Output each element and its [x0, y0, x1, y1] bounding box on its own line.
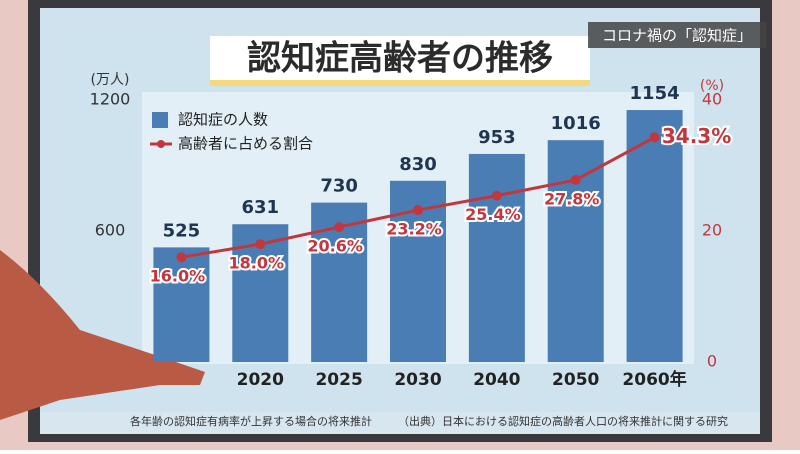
- footnote-band: [40, 412, 760, 434]
- x-tick-label: 2060年: [622, 369, 686, 390]
- y2-tick-label: 20: [702, 221, 722, 240]
- y-axis-label: (万人): [91, 72, 130, 88]
- line-value-label: 18.0%: [229, 254, 285, 273]
- footnote: 各年齢の認知症有病率が上昇する場合の将来推計: [130, 414, 372, 428]
- bar: [468, 153, 525, 362]
- bar-value-label: 631: [241, 197, 279, 218]
- bar-value-label: 1154: [630, 83, 680, 104]
- bar-value-label: 1016: [551, 113, 601, 134]
- x-tick-label: 2020: [237, 370, 284, 390]
- y2-tick-label: 0: [707, 352, 717, 371]
- y-tick-label: 1200: [90, 90, 131, 109]
- caption-box: [588, 22, 766, 48]
- x-tick-label: 2030: [394, 370, 441, 390]
- legend-label: 認知症の人数: [178, 111, 268, 129]
- caption: コロナ禍の「認知症」: [602, 27, 752, 45]
- line-point: [649, 132, 660, 143]
- line-point: [255, 239, 266, 250]
- title-underline: [210, 80, 590, 86]
- line-point: [176, 252, 187, 263]
- line-value-label: 25.4%: [465, 205, 521, 224]
- y2-axis-label: (%): [700, 78, 724, 94]
- bar-value-label: 730: [320, 176, 358, 197]
- legend-swatch: [152, 112, 168, 128]
- line-value-label: 27.8%: [544, 189, 600, 208]
- bar: [153, 247, 210, 362]
- y2-tick-label: 40: [702, 90, 722, 109]
- line-value-label: 23.2%: [386, 220, 442, 239]
- presenter-arm: [0, 250, 205, 420]
- bar: [547, 140, 604, 362]
- footnote: （出典）日本における認知症の高齢者人口の将来推計に関する研究: [398, 414, 728, 428]
- title-band: [210, 36, 590, 86]
- line-point: [491, 190, 502, 201]
- line-point: [570, 174, 581, 185]
- bar-value-label: 830: [399, 154, 437, 175]
- bar: [626, 110, 683, 362]
- bar-value-label: 525: [163, 220, 201, 241]
- x-tick-label: 2025: [315, 370, 362, 390]
- line-point: [334, 222, 345, 233]
- chart-title: 認知症高齢者の推移: [247, 39, 553, 79]
- legend-dot: [157, 140, 165, 148]
- bar-value-label: 953: [478, 127, 516, 148]
- x-tick-label: 2050: [552, 370, 599, 390]
- line-point: [413, 205, 423, 216]
- y-tick-label: 600: [95, 221, 126, 240]
- line-value-label: 20.6%: [307, 237, 363, 256]
- x-tick-label: 2040: [473, 370, 520, 390]
- legend-label: 高齢者に占める割合: [178, 135, 313, 153]
- line-value-label: 16.0%: [150, 267, 206, 286]
- line-value-label: 34.3%: [662, 124, 731, 148]
